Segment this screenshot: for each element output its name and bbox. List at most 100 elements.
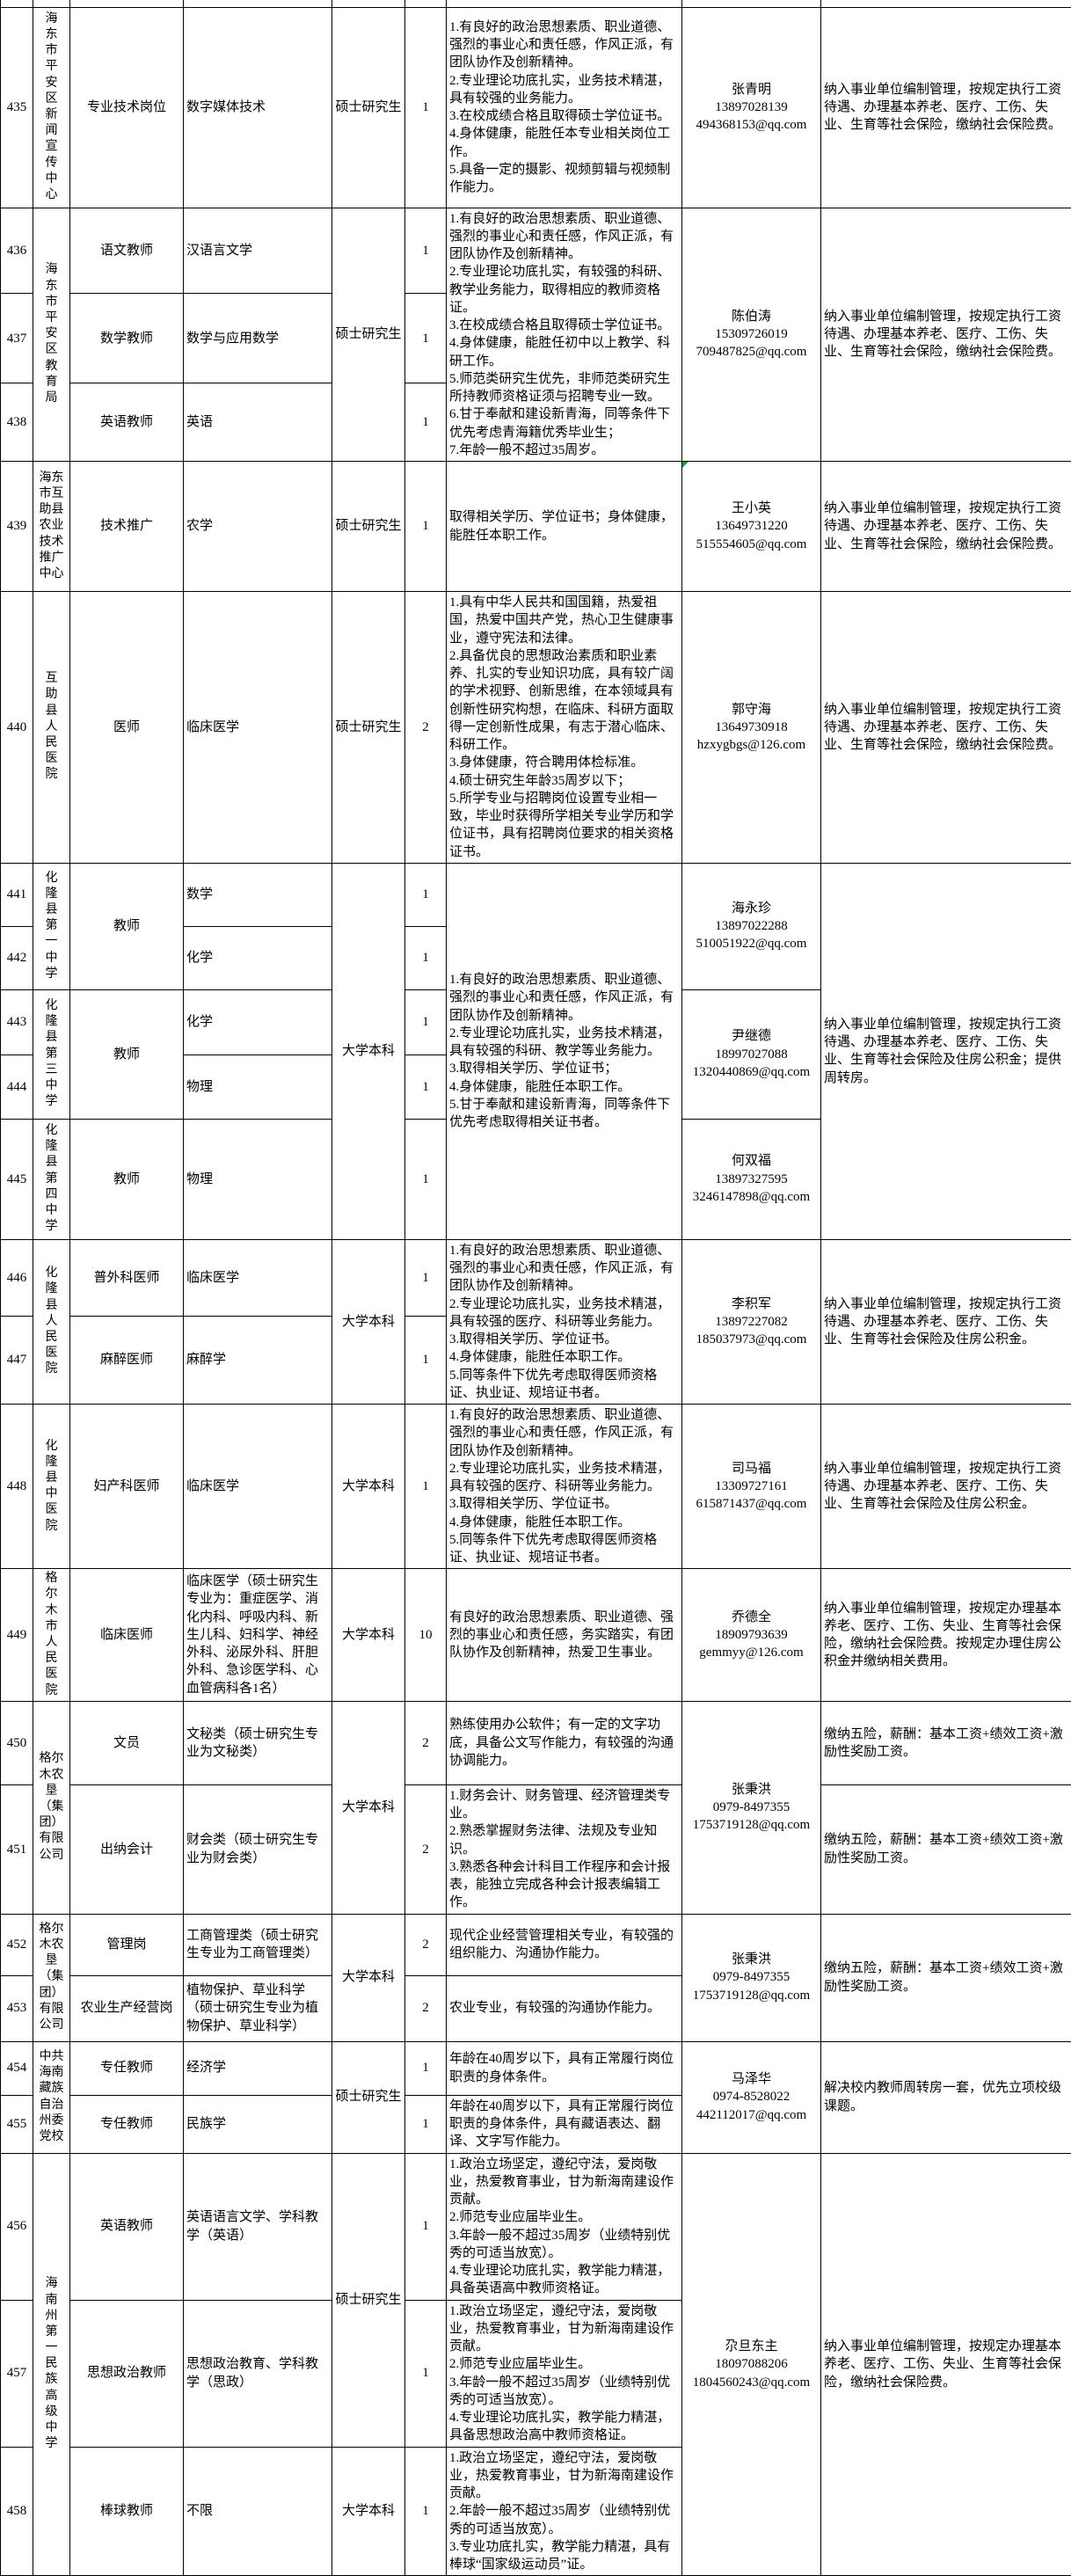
requirements-cell: 1.有良好的政治思想素质、职业道德、强烈的事业心和责任感，作风正派，有团队协作及… <box>447 863 682 1239</box>
count-cell: 1 <box>405 1316 447 1404</box>
unit-name: 海南州第一民族高级中学 <box>45 2276 59 2452</box>
count-cell: 1 <box>405 2041 447 2095</box>
row-number-cell <box>1 0 33 7</box>
requirements-cell: 有良好的政治思想素质、职业道德、强烈的事业心和责任感，务实踏实，有团队协作及创新… <box>447 1569 682 1702</box>
contact-cell <box>682 0 821 7</box>
position-cell: 农业生产经营岗 <box>70 1975 184 2041</box>
unit-cell: 海东市平安区教育局 <box>33 208 70 462</box>
contact-cell: 尕旦东主 18097088206 1804560243@qq.com <box>682 2153 821 2576</box>
row-number-cell: 457 <box>1 2300 33 2447</box>
contact-cell: 陈伯涛 15309726019 709487825@qq.com <box>682 208 821 462</box>
benefits-cell: 纳入事业单位编制管理，按规定执行工资待遇、办理基本养老、医疗、工伤、失业、生育等… <box>821 1405 1071 1569</box>
contact-cell: 乔德全 18909793639 gemmyy@126.com <box>682 1569 821 1702</box>
count-cell: 1 <box>405 2447 447 2576</box>
major-cell: 物理 <box>184 1119 332 1239</box>
contact-cell: 海永珍 13897022288 510051922@qq.com <box>682 863 821 989</box>
requirements-cell: 1.政治立场坚定，遵纪守法，爱岗敬业，热爱教育事业，甘为新海南建设作贡献。 2.… <box>447 2153 682 2300</box>
major-cell: 化学 <box>184 989 332 1054</box>
major-cell: 临床医学（硕士研究生专业为：重症医学、消化内科、呼吸内科、新生儿科、妇科学、神经… <box>184 1569 332 1702</box>
benefits-cell: 缴纳五险，薪酬：基本工资+绩效工资+激励性奖励工资。 <box>821 1914 1071 2041</box>
requirements-cell <box>447 0 682 7</box>
education-cell: 大学本科 <box>332 2447 405 2576</box>
row-number-cell: 446 <box>1 1239 33 1316</box>
major-cell: 英语语言文学、学科教学（英语） <box>184 2153 332 2300</box>
major-cell: 英语 <box>184 383 332 462</box>
major-cell: 数学与应用数学 <box>184 294 332 383</box>
count-cell: 1 <box>405 2153 447 2300</box>
contact-cell: 尹继德 18997027088 1320440869@qq.com <box>682 989 821 1119</box>
major-cell: 工商管理类（硕士研究生专业为工商管理类） <box>184 1914 332 1975</box>
count-cell: 1 <box>405 208 447 294</box>
unit-cell: 海东市互助县农业技术推广中心 <box>33 462 70 592</box>
requirements-cell: 1.有良好的政治思想素质、职业道德、强烈的事业心和责任感，作风正派，有团队协作及… <box>447 1405 682 1569</box>
unit-cell: 海东市平安区新闻宣传中心 <box>33 7 70 208</box>
unit-name: 化隆县第一中学 <box>45 871 59 982</box>
unit-cell: 化隆县第四中学 <box>33 1119 70 1239</box>
position-cell: 管理岗 <box>70 1914 184 1975</box>
contact-cell: 何双福 13897327595 3246147898@qq.com <box>682 1119 821 1239</box>
row-number-cell: 435 <box>1 7 33 208</box>
requirements-cell: 1.财务会计、财务管理、经济管理类专业。 2.熟悉掌握财务法律、法规及专业知识。… <box>447 1784 682 1914</box>
unit-name: 海东市平安区新闻宣传中心 <box>45 11 59 203</box>
row-number-cell: 454 <box>1 2041 33 2095</box>
row-number-cell: 445 <box>1 1119 33 1239</box>
count-cell: 1 <box>405 2095 447 2153</box>
position-cell: 教师 <box>70 1119 184 1239</box>
count-cell: 10 <box>405 1569 447 1702</box>
major-cell: 物理 <box>184 1054 332 1119</box>
position-cell: 语文教师 <box>70 208 184 294</box>
education-cell: 大学本科 <box>332 1405 405 1569</box>
education-cell: 大学本科 <box>332 1701 405 1914</box>
requirements-cell: 1.政治立场坚定，遵纪守法，爱岗敬业，热爱教育事业，甘为新海南建设作贡献。 2.… <box>447 2300 682 2447</box>
benefits-cell: 纳入事业单位编制管理，按规定办理基本养老、医疗、工伤、失业、生育等社会保险，缴纳… <box>821 2153 1071 2576</box>
count-cell: 1 <box>405 989 447 1054</box>
unit-name: 海东市平安区教育局 <box>45 262 59 406</box>
unit-name: 格尔木农垦（集团）有限公司 <box>39 1922 65 2033</box>
count-cell: 1 <box>405 1239 447 1316</box>
education-cell <box>332 0 405 7</box>
position-cell: 医师 <box>70 592 184 864</box>
benefits-cell: 缴纳五险，薪酬：基本工资+绩效工资+激励性奖励工资。 <box>821 1784 1071 1914</box>
count-cell: 1 <box>405 926 447 989</box>
contact-cell: 张秉洪 0979-8497355 1753719128@qq.com <box>682 1701 821 1914</box>
row-number-cell: 439 <box>1 462 33 592</box>
count-cell: 1 <box>405 1405 447 1569</box>
position-cell: 普外科医师 <box>70 1239 184 1316</box>
requirements-cell: 1.有良好的政治思想素质、职业道德、强烈的事业心和责任感，作风正派，有团队协作及… <box>447 208 682 462</box>
major-cell: 化学 <box>184 926 332 989</box>
count-cell: 1 <box>405 294 447 383</box>
benefits-cell: 纳入事业单位编制管理，按规定办理基本养老、医疗、工伤、失业、生育等社会保险，缴纳… <box>821 1569 1071 1702</box>
contact-cell: 李积军 13897227082 185037973@qq.com <box>682 1239 821 1404</box>
contact-cell: 张青明 13897028139 494368153@qq.com <box>682 7 821 208</box>
major-cell: 数学 <box>184 863 332 926</box>
benefits-cell: 解决校内教师周转房一套，优先立项校级课题。 <box>821 2041 1071 2153</box>
row-number-cell: 458 <box>1 2447 33 2576</box>
major-cell: 麻醉学 <box>184 1316 332 1404</box>
benefits-cell <box>821 0 1071 7</box>
partial-row <box>1 0 1071 7</box>
requirements-cell: 年龄在40周岁以下，具有正常履行岗位职责的身体条件。 <box>447 2041 682 2095</box>
row-number-cell: 451 <box>1 1784 33 1914</box>
major-cell: 临床医学 <box>184 1239 332 1316</box>
education-cell: 硕士研究生 <box>332 462 405 592</box>
position-cell: 教师 <box>70 863 184 989</box>
position-cell: 英语教师 <box>70 2153 184 2300</box>
unit-cell: 化隆县中医院 <box>33 1405 70 1569</box>
unit-name: 互助县人民医院 <box>45 671 59 783</box>
position-cell: 临床医师 <box>70 1569 184 1702</box>
count-cell: 1 <box>405 2300 447 2447</box>
count-cell: 1 <box>405 7 447 208</box>
contact-cell: 张秉洪 0979-8497355 1753719128@qq.com <box>682 1914 821 2041</box>
